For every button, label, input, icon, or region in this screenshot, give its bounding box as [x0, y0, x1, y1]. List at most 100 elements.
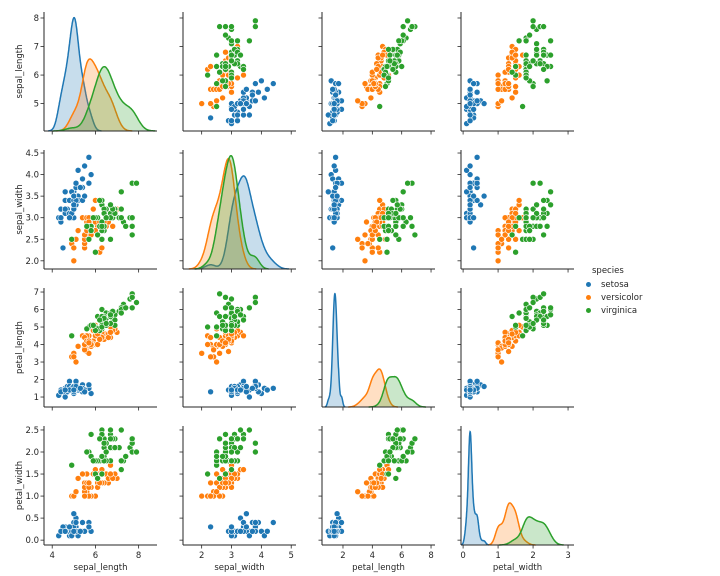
point-virginica [98, 453, 106, 460]
y-tick-label: 3.0 [25, 214, 39, 224]
legend: species setosa versicolor virginica [586, 266, 642, 317]
point-virginica [508, 313, 516, 320]
point-virginica [376, 461, 384, 469]
point-setosa [228, 106, 235, 113]
point-setosa [338, 519, 345, 526]
point-versicolor [109, 223, 116, 230]
subplot-sepal_width-vs-petal_width [457, 150, 574, 273]
point-versicolor [354, 236, 362, 243]
point-setosa [473, 377, 481, 385]
point-versicolor [373, 66, 381, 73]
point-virginica [540, 197, 547, 204]
point-setosa [234, 117, 241, 124]
point-setosa [466, 91, 474, 99]
point-virginica [411, 435, 419, 443]
point-virginica [102, 448, 110, 456]
subplot-sepal_width-vs-sepal_width [179, 150, 296, 273]
point-setosa [470, 192, 477, 200]
point-setosa [330, 100, 338, 107]
point-versicolor [361, 80, 369, 87]
point-versicolor [204, 341, 211, 348]
point-virginica [392, 223, 400, 230]
legend-marker [586, 308, 591, 313]
x-tick-label: 0 [460, 551, 465, 561]
point-virginica [111, 444, 119, 451]
point-virginica [118, 188, 125, 196]
point-virginica [529, 83, 537, 90]
point-virginica [222, 83, 229, 90]
point-versicolor [505, 223, 512, 230]
point-virginica [252, 448, 259, 456]
point-setosa [263, 527, 271, 535]
point-virginica [540, 290, 547, 298]
point-setosa [249, 527, 256, 535]
point-virginica [526, 31, 533, 39]
point-setosa [466, 111, 474, 119]
point-setosa [269, 80, 277, 87]
point-setosa [85, 381, 93, 389]
point-versicolor [213, 358, 220, 366]
point-virginica [385, 457, 392, 465]
point-setosa [466, 171, 474, 178]
point-versicolor [508, 214, 516, 221]
y-tick-label: 3.5 [25, 192, 39, 202]
point-virginica [398, 63, 406, 70]
point-virginica [118, 426, 125, 434]
point-setosa [470, 80, 477, 87]
legend-marker [586, 295, 591, 300]
point-setosa [330, 527, 338, 535]
point-virginica [118, 309, 125, 317]
point-virginica [96, 197, 103, 204]
point-setosa [466, 117, 474, 124]
point-virginica [376, 103, 384, 110]
point-setosa [81, 192, 88, 200]
x-axis-label: sepal_width [214, 563, 264, 573]
point-virginica [519, 332, 526, 340]
point-virginica [213, 103, 220, 110]
point-setosa [249, 384, 256, 392]
point-virginica [128, 223, 136, 230]
point-virginica [393, 201, 401, 209]
point-versicolor [207, 479, 214, 487]
subplot-petal_width-vs-petal_width: 0 1 2 3 petal_width [457, 426, 574, 573]
point-versicolor [213, 97, 220, 105]
point-virginica [234, 435, 241, 443]
point-versicolor [228, 475, 235, 482]
subplot-petal_length-vs-sepal_width [179, 288, 296, 411]
point-setosa [330, 111, 338, 119]
point-virginica [395, 37, 403, 45]
y-tick-label: 1 [34, 393, 39, 403]
point-setosa [246, 393, 253, 401]
point-setosa [473, 154, 481, 161]
point-setosa [237, 100, 244, 107]
point-virginica [213, 453, 220, 460]
point-setosa [70, 386, 78, 394]
point-virginica [228, 57, 235, 65]
point-setosa [333, 192, 341, 200]
x-tick-label: 8 [428, 551, 433, 561]
point-virginica [222, 293, 229, 301]
point-virginica [219, 453, 226, 460]
point-versicolor [501, 231, 509, 239]
point-setosa [70, 201, 78, 209]
point-versicolor [222, 339, 229, 347]
point-virginica [383, 248, 391, 256]
point-virginica [533, 51, 540, 59]
y-tick-label: 0.5 [25, 514, 39, 524]
point-setosa [240, 106, 247, 113]
point-virginica [237, 311, 244, 319]
legend-item-virginica: virginica [586, 304, 642, 317]
point-virginica [246, 426, 253, 434]
point-setosa [329, 86, 337, 93]
point-virginica [382, 83, 389, 90]
point-virginica [68, 236, 75, 243]
point-virginica [228, 448, 235, 456]
point-virginica [216, 290, 223, 298]
y-tick-label: 7 [34, 288, 39, 298]
point-virginica [228, 23, 235, 30]
point-virginica [118, 205, 125, 213]
point-virginica [385, 74, 392, 82]
point-setosa [70, 510, 78, 518]
legend-marker [586, 282, 591, 287]
